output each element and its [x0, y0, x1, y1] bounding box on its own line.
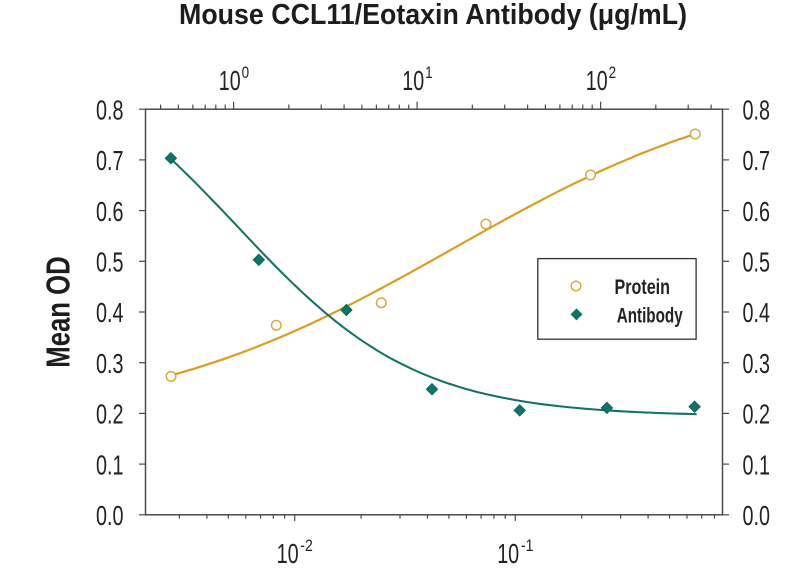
svg-text:0.5: 0.5	[743, 247, 771, 278]
svg-text:0.2: 0.2	[96, 399, 124, 430]
svg-text:1: 1	[425, 64, 433, 82]
svg-text:0.3: 0.3	[743, 348, 771, 379]
svg-text:0.8: 0.8	[743, 94, 771, 125]
svg-text:0.7: 0.7	[743, 145, 771, 176]
svg-text:0.8: 0.8	[96, 94, 124, 125]
svg-text:0.1: 0.1	[96, 449, 124, 480]
svg-text:Protein: Protein	[615, 275, 671, 299]
svg-text:0.6: 0.6	[96, 196, 124, 227]
svg-text:10: 10	[402, 65, 424, 96]
svg-text:0.1: 0.1	[743, 449, 771, 480]
svg-text:0.4: 0.4	[96, 297, 124, 328]
svg-text:10: 10	[277, 538, 299, 569]
svg-text:Mouse CCL11/Eotaxin Antibody (: Mouse CCL11/Eotaxin Antibody (μg/mL)	[179, 0, 687, 31]
svg-text:0: 0	[242, 64, 250, 82]
svg-text:0.2: 0.2	[743, 399, 771, 430]
svg-text:0.4: 0.4	[743, 297, 771, 328]
svg-text:10: 10	[219, 65, 241, 96]
svg-text:0.7: 0.7	[96, 145, 124, 176]
svg-text:0.0: 0.0	[96, 500, 124, 531]
svg-text:-2: -2	[300, 537, 313, 555]
svg-text:0.3: 0.3	[96, 348, 124, 379]
svg-text:0.0: 0.0	[743, 500, 771, 531]
svg-text:-1: -1	[521, 537, 534, 555]
svg-text:0.6: 0.6	[743, 196, 771, 227]
svg-text:10: 10	[497, 538, 519, 569]
svg-text:Antibody: Antibody	[617, 303, 683, 327]
svg-text:Mean OD: Mean OD	[40, 256, 77, 368]
svg-text:2: 2	[609, 64, 617, 82]
svg-text:10: 10	[586, 65, 608, 96]
svg-text:0.5: 0.5	[96, 247, 124, 278]
